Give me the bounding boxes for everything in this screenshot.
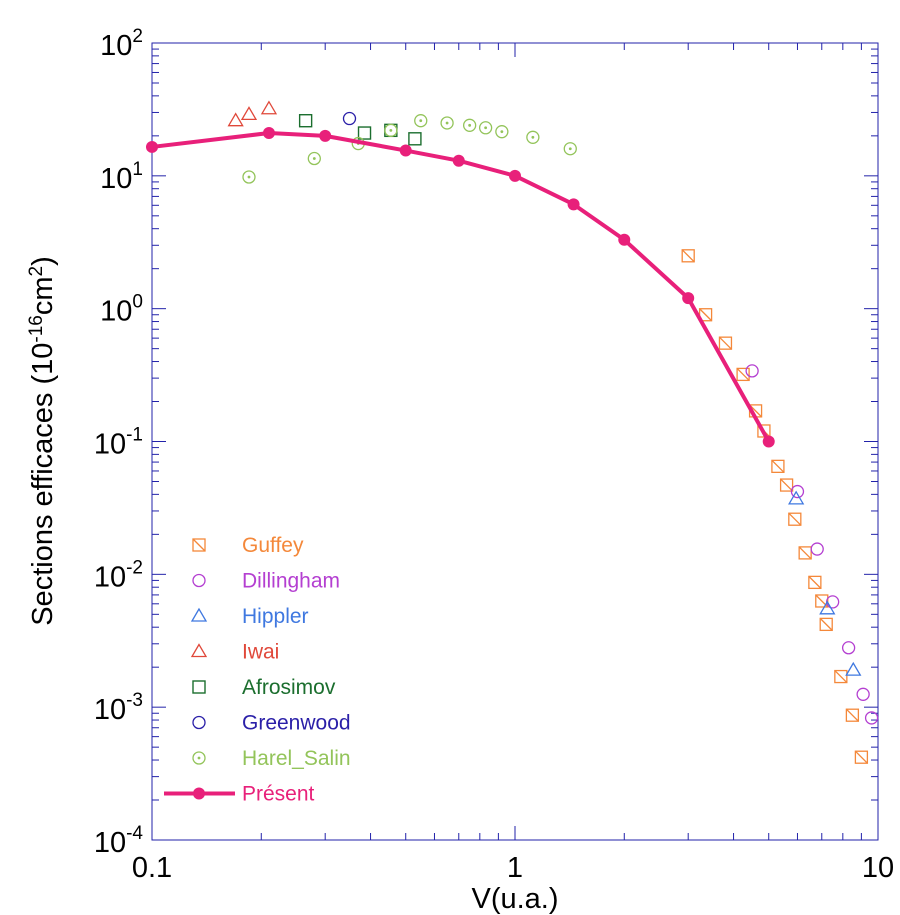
legend-item: Harel_Salin xyxy=(192,747,351,770)
axes: 0.1 1 10 102 101 100 10-1 10-2 10-3 10-4 xyxy=(94,26,894,884)
data-point xyxy=(864,711,879,725)
data-point xyxy=(810,542,824,556)
data-point xyxy=(227,112,244,127)
x-tick-label: 0.1 xyxy=(132,852,172,884)
data-point xyxy=(399,144,412,157)
data-point xyxy=(307,151,321,166)
legend-label: Afrosimov xyxy=(242,676,336,699)
y-tick-label: 10-2 xyxy=(94,557,143,593)
series-guffey xyxy=(681,249,869,764)
chart-marks xyxy=(146,100,879,764)
data-point xyxy=(854,750,869,764)
y-axis-title: Sections efficaces (10-16cm2) xyxy=(26,256,60,626)
series-greenwood xyxy=(342,111,357,126)
data-point xyxy=(845,661,862,676)
data-point xyxy=(788,512,802,526)
data-point xyxy=(798,546,812,560)
y-tick-label: 10-3 xyxy=(94,690,143,726)
legend-marker xyxy=(193,787,205,800)
data-point xyxy=(262,127,275,140)
legend-item: Afrosimov xyxy=(192,676,336,699)
data-point xyxy=(779,478,794,492)
x-axis-title: V(u.a.) xyxy=(471,883,558,915)
y-tick-label: 101 xyxy=(100,159,143,195)
series-pr-sent xyxy=(146,127,775,448)
data-point xyxy=(718,336,733,350)
y-tick-label: 102 xyxy=(100,26,143,62)
series-hippler xyxy=(788,490,862,676)
data-point xyxy=(682,292,695,305)
data-point xyxy=(834,669,848,684)
data-point xyxy=(771,459,785,474)
data-point xyxy=(762,435,775,448)
legend-label: Hippler xyxy=(242,605,309,628)
legend-item: Greenwood xyxy=(192,712,351,735)
legend-marker xyxy=(190,643,208,658)
data-point xyxy=(462,118,477,132)
legend-item: Hippler xyxy=(190,605,309,628)
legend-marker xyxy=(192,715,206,730)
x-tick-label: 1 xyxy=(507,852,523,884)
data-point xyxy=(260,100,278,115)
legend-marker xyxy=(190,607,208,622)
legend-marker xyxy=(192,751,206,765)
legend-label: Harel_Salin xyxy=(242,747,351,770)
data-point xyxy=(681,249,695,263)
series-iwai xyxy=(227,100,278,127)
data-point xyxy=(495,125,509,139)
data-point xyxy=(242,170,256,184)
data-point xyxy=(357,126,372,140)
data-point xyxy=(319,129,332,142)
data-point xyxy=(825,595,840,609)
data-point xyxy=(563,142,577,156)
y-tick-label: 10-4 xyxy=(94,823,144,859)
data-point xyxy=(808,575,822,590)
data-point xyxy=(509,169,521,182)
data-point xyxy=(298,114,313,128)
data-point xyxy=(788,490,805,505)
data-point xyxy=(526,130,540,144)
data-point xyxy=(240,106,258,121)
legend-marker xyxy=(192,680,206,694)
x-tick-label: 10 xyxy=(862,852,894,884)
data-point xyxy=(478,121,493,135)
y-tick-label: 100 xyxy=(100,292,143,328)
data-point xyxy=(745,364,759,378)
y-tick-label: 10-1 xyxy=(94,425,143,461)
data-point xyxy=(567,198,580,211)
data-point xyxy=(819,617,833,632)
legend-item: Guffey xyxy=(192,534,304,557)
data-point xyxy=(414,114,428,128)
legend-label: Dillingham xyxy=(242,570,340,593)
data-point xyxy=(146,140,158,153)
data-point xyxy=(452,154,465,167)
data-point xyxy=(618,233,631,246)
legend-marker xyxy=(192,573,206,588)
legend: Guffey Dillingham Hippler Iwai Afrosimov Gree… xyxy=(164,534,351,806)
legend-label: Guffey xyxy=(242,534,304,557)
legend-item: Présent xyxy=(164,783,315,806)
data-point xyxy=(736,367,750,382)
legend-item: Dillingham xyxy=(192,570,340,593)
data-point xyxy=(440,116,454,130)
legend-label: Présent xyxy=(242,783,315,806)
data-point xyxy=(856,687,870,701)
series-dillingham xyxy=(745,364,879,725)
legend-marker xyxy=(192,538,206,552)
data-point xyxy=(384,123,398,137)
legend-label: Iwai xyxy=(242,641,279,664)
series-line xyxy=(151,131,771,443)
data-point xyxy=(408,132,422,146)
legend-item: Iwai xyxy=(190,641,279,664)
data-point xyxy=(790,484,805,499)
legend-label: Greenwood xyxy=(242,712,351,735)
data-point xyxy=(819,600,836,615)
data-point xyxy=(845,708,860,722)
data-point xyxy=(841,641,856,655)
data-point xyxy=(342,111,357,126)
